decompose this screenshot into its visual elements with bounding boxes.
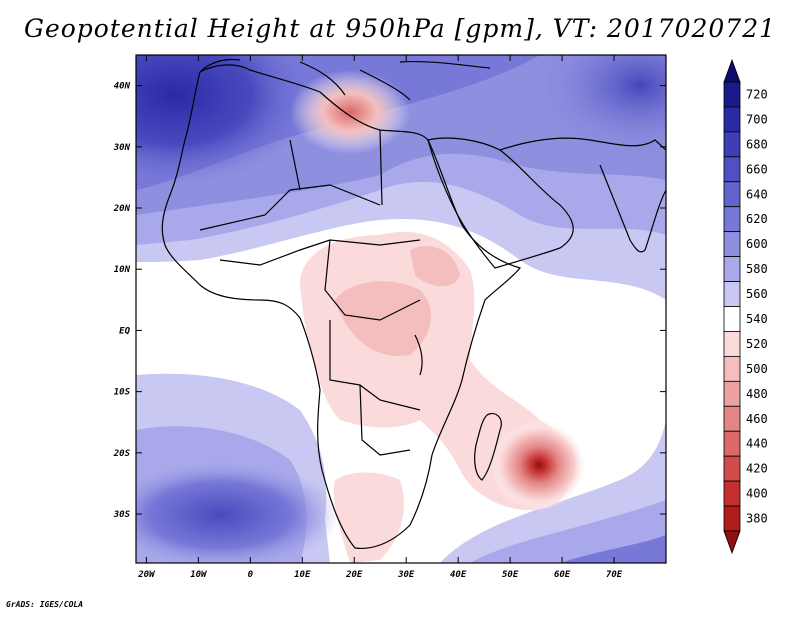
lon-label: 60E [554,570,571,580]
colorbar-swatch [723,281,741,307]
colorbar: 720 700 680 660 640 620 600 580 560 540 520 500 480 4… [723,58,768,555]
plot-frame [135,54,667,564]
lon-label: 20E [345,570,363,580]
coastlines [161,58,666,549]
colorbar-swatch [723,156,741,183]
latitude-axis: 40N 30N 20N 10N EQ 10S 20S 30S [113,82,666,520]
colorbar-label: 680 [746,137,768,151]
colorbar-label: 640 [746,187,768,201]
colorbar-swatch [723,106,741,133]
longitude-axis: 20W 10W 0 10E 20E 30E 40E 50E 60E 70E [137,55,623,580]
colorbar-swatch [723,380,741,407]
lat-label: 10N [114,265,131,275]
lon-label: 50E [502,570,519,580]
colorbar-swatch [723,405,741,432]
lon-label: 10W [190,570,208,580]
colorbar-label: 500 [746,362,768,376]
colorbar-swatch [723,331,741,357]
colorbar-swatch [723,306,741,332]
lat-label: 10S [114,388,131,398]
lat-label: 40N [114,82,131,92]
lat-label: 30S [113,510,131,520]
lat-label: 20S [113,449,131,459]
colorbar-top-triangle [723,58,741,83]
lon-label: 20W [137,570,156,580]
lon-label: 30E [397,570,415,580]
colorbar-label: 540 [746,312,768,326]
colorbar-swatch [723,206,741,233]
map-title: Geopotential Height at 950hPa [gpm], VT:… [23,14,777,43]
lat-label: 30N [113,143,131,153]
colorbar-label: 720 [746,87,768,101]
colorbar-label: 380 [746,512,768,526]
colorbar-swatch [723,81,741,108]
colorbar-swatch [723,256,741,282]
colorbar-label: 440 [746,437,768,451]
colorbar-label: 580 [746,262,768,276]
colorbar-label: 600 [746,237,768,251]
lon-label: 70E [606,570,623,580]
colorbar-swatch [723,181,741,208]
colorbar-swatch [723,231,741,258]
colorbar-label: 520 [746,337,768,351]
colorbar-label: 620 [746,212,768,226]
grads-credit: GrADS: IGES/COLA [6,600,84,609]
colorbar-swatch [723,131,741,158]
lat-label: EQ [119,326,130,336]
colorbar-label: 420 [746,462,768,476]
lon-label: 0 [248,570,254,580]
colorbar-swatch [723,455,741,482]
lat-label: 20N [113,204,131,214]
colorbar-label: 560 [746,287,768,301]
lon-label: 10E [294,570,311,580]
colorbar-label: 480 [746,387,768,401]
colorbar-swatch [723,430,741,457]
colorbar-swatch [723,480,741,507]
colorbar-swatch [723,505,741,532]
colorbar-label: 660 [746,162,768,176]
height-field [136,55,666,563]
colorbar-swatch [723,355,741,382]
colorbar-label: 700 [746,112,768,126]
colorbar-label: 460 [746,412,768,426]
colorbar-label: 400 [746,487,768,501]
lon-label: 40E [450,570,467,580]
colorbar-bottom-triangle [723,530,741,555]
